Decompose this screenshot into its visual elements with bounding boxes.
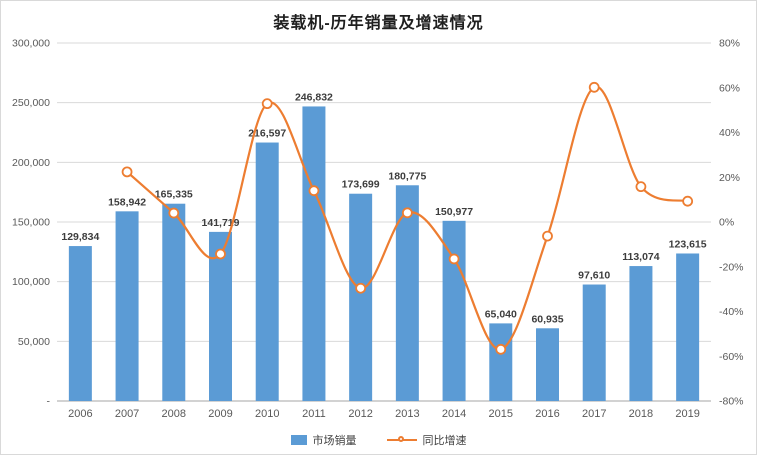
x-axis-label: 2016 (535, 408, 559, 420)
bar-value-label: 246,832 (295, 91, 333, 103)
x-axis-label: 2019 (675, 408, 699, 420)
left-axis-tick: 150,000 (12, 217, 50, 229)
bar-value-label: 129,834 (61, 231, 99, 243)
line-marker (588, 81, 600, 93)
line-marker (542, 230, 553, 242)
line-marker (448, 253, 460, 265)
right-axis-tick: -20% (719, 261, 744, 273)
right-axis-tick: 20% (719, 172, 740, 184)
bar-value-label: 123,615 (669, 238, 707, 250)
bar-value-label: 113,074 (622, 251, 660, 263)
legend-label-sales: 市场销量 (312, 435, 357, 447)
left-axis-tick: 300,000 (12, 38, 50, 50)
line-marker (215, 248, 226, 260)
line-marker (682, 195, 694, 207)
right-axis-tick: 80% (719, 38, 740, 50)
bar (68, 246, 92, 401)
bar (629, 266, 653, 401)
legend-line-marker (397, 436, 404, 442)
x-axis-label: 2007 (115, 408, 139, 420)
x-axis-label: 2018 (629, 408, 653, 420)
left-axis-tick: 50,000 (18, 336, 50, 348)
legend-item-sales: 市场销量 (290, 432, 357, 448)
bar (255, 142, 279, 401)
x-axis-label: 2014 (442, 408, 466, 420)
x-axis-label: 2012 (348, 408, 372, 420)
x-axis-label: 2011 (302, 408, 326, 420)
bar-value-label: 216,597 (248, 128, 286, 140)
line-marker (355, 282, 367, 294)
bar-value-label: 60,935 (531, 313, 563, 325)
bar (302, 106, 326, 401)
bar-value-label: 141,719 (202, 217, 240, 229)
bar (162, 203, 186, 401)
right-axis-tick: -80% (719, 396, 744, 408)
bar (489, 323, 513, 401)
x-axis-label: 2009 (208, 408, 232, 420)
right-axis-tick: 0% (719, 217, 734, 229)
bar (115, 211, 139, 401)
line-marker (121, 166, 133, 178)
x-axis-label: 2015 (489, 408, 513, 420)
left-axis-tick: 250,000 (12, 97, 50, 109)
bar-value-label: 180,775 (388, 170, 426, 182)
line-marker (495, 343, 507, 355)
left-axis-tick: 100,000 (12, 276, 50, 288)
legend-label-growth: 同比增速 (422, 435, 467, 447)
bar-value-label: 150,977 (435, 206, 473, 218)
left-axis-tick: - (47, 396, 51, 408)
x-axis-label: 2008 (162, 408, 186, 420)
bar (536, 328, 559, 401)
bar-value-label: 165,335 (155, 189, 193, 201)
x-axis-label: 2017 (582, 408, 606, 420)
line-marker (635, 181, 647, 193)
x-axis-label: 2013 (395, 408, 419, 420)
line-marker (168, 207, 180, 219)
x-axis-label: 2006 (68, 408, 92, 420)
right-axis-tick: 40% (719, 127, 740, 139)
bar (442, 220, 466, 401)
legend-line-swatch (386, 435, 417, 445)
bar (395, 185, 419, 401)
bar-value-label: 97,610 (578, 270, 610, 282)
right-axis-tick: -60% (719, 351, 744, 363)
chart-legend: 市场销量 同比增速 (1, 432, 756, 448)
bar-value-label: 173,699 (342, 179, 380, 191)
line-marker (401, 207, 413, 219)
right-axis-tick: 60% (719, 82, 740, 94)
legend-bar-swatch (290, 435, 307, 445)
line-marker (308, 185, 320, 197)
left-axis-tick: 200,000 (12, 157, 50, 169)
line-marker (261, 98, 273, 110)
bar (582, 284, 606, 401)
legend-item-growth: 同比增速 (386, 432, 467, 448)
x-axis-label: 2010 (255, 408, 279, 420)
right-axis-tick: -40% (719, 306, 744, 318)
bar (349, 193, 373, 401)
bar-value-label: 158,942 (108, 196, 146, 208)
bar (676, 253, 700, 401)
bar-value-label: 65,040 (485, 308, 517, 320)
chart-title: 装载机-历年销量及增速情况 (273, 15, 484, 32)
bar (209, 231, 232, 401)
